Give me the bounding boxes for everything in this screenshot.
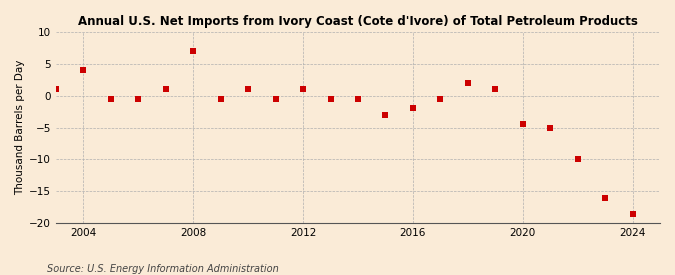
Point xyxy=(78,68,89,72)
Point xyxy=(298,87,308,92)
Point xyxy=(270,97,281,101)
Point xyxy=(325,97,336,101)
Point xyxy=(380,112,391,117)
Point xyxy=(627,211,638,216)
Y-axis label: Thousand Barrels per Day: Thousand Barrels per Day xyxy=(15,60,25,195)
Point xyxy=(572,157,583,162)
Point xyxy=(462,81,473,85)
Point xyxy=(105,97,116,101)
Title: Annual U.S. Net Imports from Ivory Coast (Cote d'Ivore) of Total Petroleum Produ: Annual U.S. Net Imports from Ivory Coast… xyxy=(78,15,638,28)
Point xyxy=(517,122,528,127)
Point xyxy=(352,97,363,101)
Point xyxy=(599,196,610,200)
Point xyxy=(435,97,446,101)
Point xyxy=(215,97,226,101)
Text: Source: U.S. Energy Information Administration: Source: U.S. Energy Information Administ… xyxy=(47,264,279,274)
Point xyxy=(545,125,556,130)
Point xyxy=(161,87,171,92)
Point xyxy=(490,87,501,92)
Point xyxy=(133,97,144,101)
Point xyxy=(51,87,61,92)
Point xyxy=(243,87,254,92)
Point xyxy=(188,49,198,53)
Point xyxy=(408,106,418,111)
